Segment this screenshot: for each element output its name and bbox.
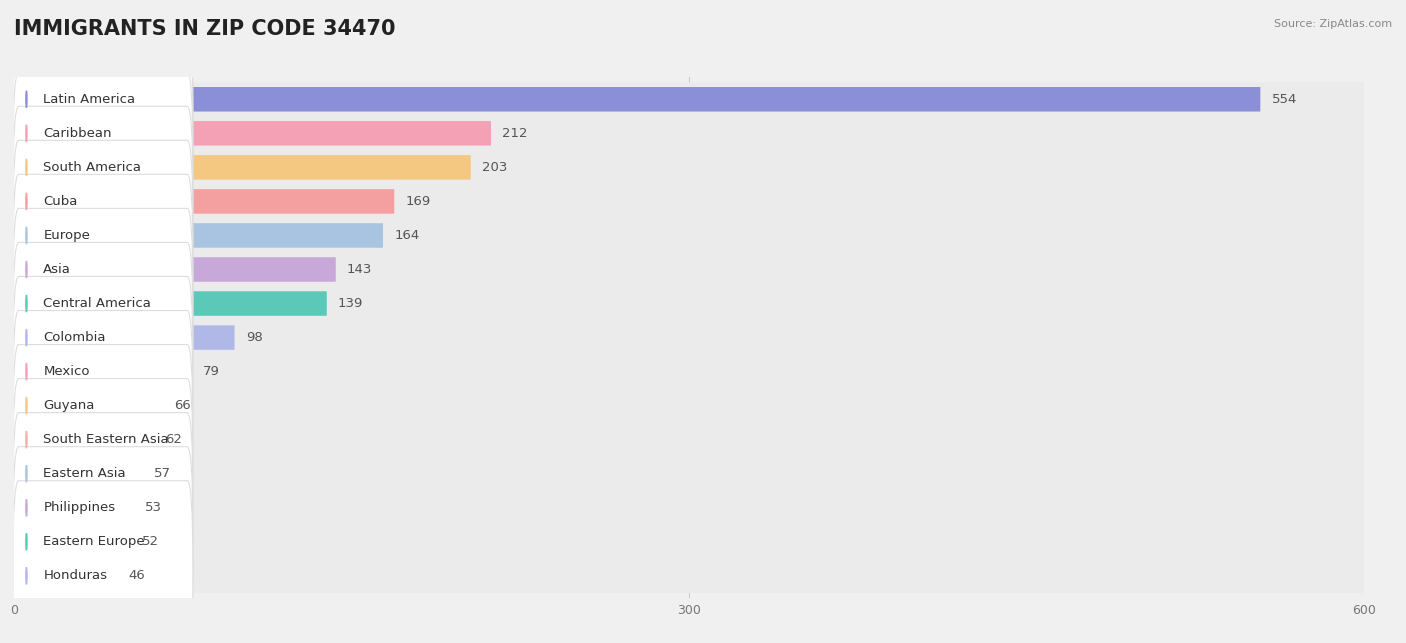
FancyBboxPatch shape xyxy=(13,311,193,501)
Text: Eastern Europe: Eastern Europe xyxy=(44,536,145,548)
Text: 62: 62 xyxy=(165,433,181,446)
FancyBboxPatch shape xyxy=(14,82,1364,116)
FancyBboxPatch shape xyxy=(13,447,193,637)
FancyBboxPatch shape xyxy=(14,189,394,213)
FancyBboxPatch shape xyxy=(14,257,336,282)
FancyBboxPatch shape xyxy=(14,388,1364,422)
Text: Colombia: Colombia xyxy=(44,331,105,344)
Text: 212: 212 xyxy=(502,127,527,140)
FancyBboxPatch shape xyxy=(13,208,193,399)
Text: Caribbean: Caribbean xyxy=(44,127,112,140)
FancyBboxPatch shape xyxy=(14,496,134,520)
Text: Guyana: Guyana xyxy=(44,399,94,412)
FancyBboxPatch shape xyxy=(14,150,1364,185)
FancyBboxPatch shape xyxy=(14,428,153,452)
FancyBboxPatch shape xyxy=(14,155,471,179)
FancyBboxPatch shape xyxy=(14,457,1364,491)
FancyBboxPatch shape xyxy=(13,242,193,433)
FancyBboxPatch shape xyxy=(14,525,1364,559)
Text: Source: ZipAtlas.com: Source: ZipAtlas.com xyxy=(1274,19,1392,30)
Text: South America: South America xyxy=(44,161,142,174)
Text: Central America: Central America xyxy=(44,297,152,310)
Text: 53: 53 xyxy=(145,502,162,514)
FancyBboxPatch shape xyxy=(14,87,1260,111)
FancyBboxPatch shape xyxy=(13,379,193,569)
FancyBboxPatch shape xyxy=(14,291,326,316)
Text: Mexico: Mexico xyxy=(44,365,90,378)
FancyBboxPatch shape xyxy=(13,140,193,331)
Text: South Eastern Asia: South Eastern Asia xyxy=(44,433,169,446)
FancyBboxPatch shape xyxy=(13,345,193,535)
Text: 143: 143 xyxy=(347,263,373,276)
FancyBboxPatch shape xyxy=(14,287,1364,321)
FancyBboxPatch shape xyxy=(14,422,1364,457)
FancyBboxPatch shape xyxy=(13,174,193,365)
Text: 554: 554 xyxy=(1271,93,1296,106)
FancyBboxPatch shape xyxy=(13,413,193,603)
Text: Latin America: Latin America xyxy=(44,93,135,106)
FancyBboxPatch shape xyxy=(14,462,142,486)
Text: Philippines: Philippines xyxy=(44,502,115,514)
FancyBboxPatch shape xyxy=(14,219,1364,253)
FancyBboxPatch shape xyxy=(14,530,131,554)
FancyBboxPatch shape xyxy=(14,121,491,145)
FancyBboxPatch shape xyxy=(14,223,382,248)
FancyBboxPatch shape xyxy=(14,564,118,588)
Text: 57: 57 xyxy=(153,467,170,480)
Text: 139: 139 xyxy=(337,297,363,310)
Text: 52: 52 xyxy=(142,536,159,548)
FancyBboxPatch shape xyxy=(14,491,1364,525)
FancyBboxPatch shape xyxy=(14,185,1364,219)
Text: Honduras: Honduras xyxy=(44,569,107,583)
Text: 66: 66 xyxy=(174,399,191,412)
Text: 169: 169 xyxy=(405,195,430,208)
FancyBboxPatch shape xyxy=(13,106,193,296)
Text: IMMIGRANTS IN ZIP CODE 34470: IMMIGRANTS IN ZIP CODE 34470 xyxy=(14,19,395,39)
Text: Europe: Europe xyxy=(44,229,90,242)
FancyBboxPatch shape xyxy=(13,72,193,262)
Text: 203: 203 xyxy=(482,161,508,174)
FancyBboxPatch shape xyxy=(14,116,1364,150)
FancyBboxPatch shape xyxy=(13,481,193,643)
Text: 79: 79 xyxy=(202,365,219,378)
Text: 46: 46 xyxy=(129,569,146,583)
Text: 164: 164 xyxy=(394,229,419,242)
FancyBboxPatch shape xyxy=(14,325,235,350)
Text: 98: 98 xyxy=(246,331,263,344)
FancyBboxPatch shape xyxy=(14,559,1364,593)
FancyBboxPatch shape xyxy=(13,38,193,228)
FancyBboxPatch shape xyxy=(14,354,1364,388)
FancyBboxPatch shape xyxy=(14,394,163,418)
FancyBboxPatch shape xyxy=(13,4,193,194)
FancyBboxPatch shape xyxy=(14,253,1364,287)
FancyBboxPatch shape xyxy=(14,321,1364,354)
Text: Eastern Asia: Eastern Asia xyxy=(44,467,127,480)
FancyBboxPatch shape xyxy=(14,359,191,384)
FancyBboxPatch shape xyxy=(13,276,193,467)
Text: Cuba: Cuba xyxy=(44,195,77,208)
Text: Asia: Asia xyxy=(44,263,72,276)
